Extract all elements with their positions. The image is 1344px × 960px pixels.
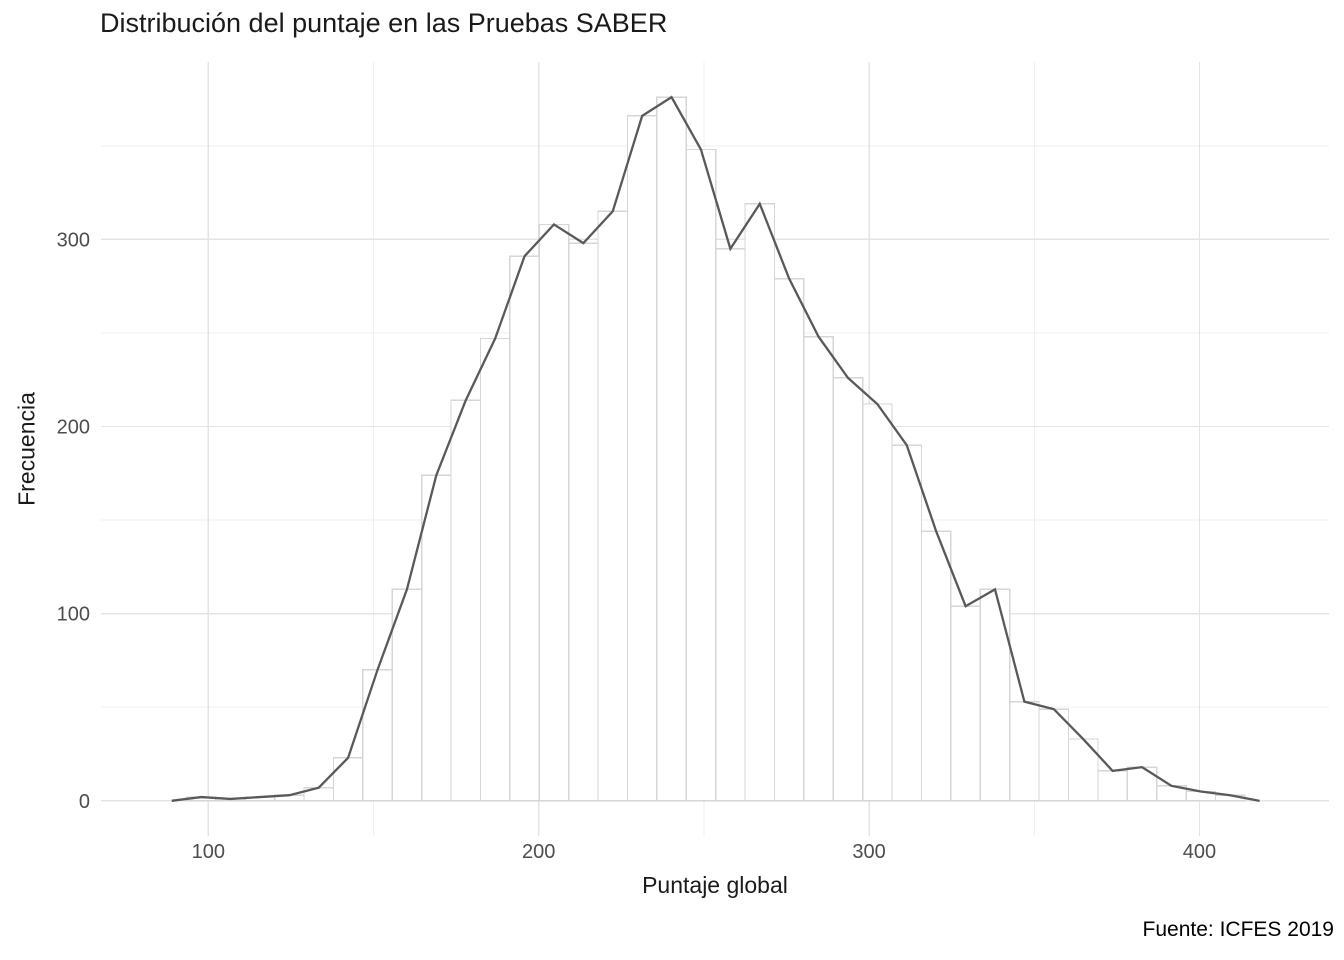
frequency-polygon: [171, 95, 1260, 802]
histogram-bar: [773, 278, 805, 802]
histogram-bar: [979, 588, 1011, 802]
histogram-bar: [597, 210, 629, 802]
histogram-bar: [1067, 738, 1099, 802]
histogram-bar: [656, 96, 687, 802]
histogram-bar: [538, 223, 570, 802]
histogram-bar: [1097, 770, 1128, 802]
histogram-bar: [567, 242, 599, 802]
chart-title: Distribución del puntaje en las Pruebas …: [100, 8, 668, 38]
histogram-bar: [391, 588, 423, 802]
histogram-bar: [1038, 708, 1070, 802]
histogram-bar: [479, 337, 511, 802]
histogram-bar: [1009, 700, 1040, 802]
histogram-bar: [832, 377, 864, 802]
y-tick-label: 0: [79, 791, 90, 813]
x-tick-label: 300: [852, 841, 885, 863]
histogram-bar: [715, 248, 746, 802]
histogram-bar: [950, 605, 981, 802]
histogram-bar: [891, 444, 923, 802]
histogram-bar: [332, 757, 364, 802]
histogram-bar: [685, 148, 717, 802]
histogram-bar: [362, 669, 393, 802]
histogram-bar: [1126, 766, 1158, 802]
histogram-bar: [744, 203, 776, 802]
x-tick-label: 200: [522, 841, 555, 863]
histogram-bar: [450, 399, 482, 802]
y-axis-title: Frecuencia: [13, 392, 40, 506]
x-tick-label: 100: [192, 841, 225, 863]
histogram-bar: [803, 336, 834, 802]
histogram-bar: [420, 474, 452, 802]
x-tick-label: 400: [1183, 841, 1216, 863]
histogram-bar: [626, 115, 658, 802]
y-tick-label: 200: [57, 417, 90, 439]
y-tick-label: 300: [57, 229, 90, 251]
y-tick-label: 100: [57, 604, 90, 626]
source-caption: Fuente: ICFES 2019: [1142, 918, 1334, 941]
histogram-bar: [509, 255, 540, 802]
x-axis-title: Puntaje global: [642, 872, 788, 898]
histogram-bar: [920, 530, 952, 802]
histogram-bar: [862, 403, 893, 802]
